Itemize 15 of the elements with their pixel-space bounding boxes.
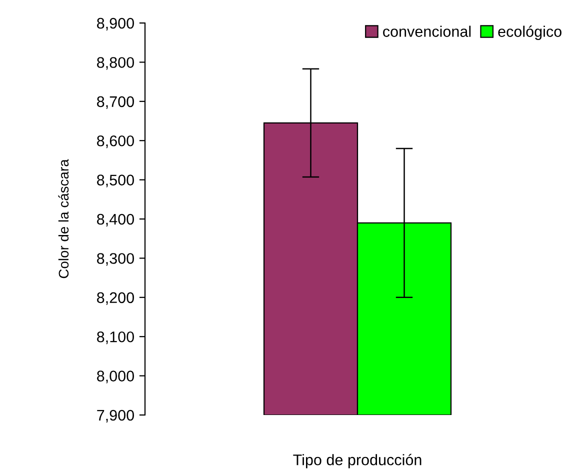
y-tick-label: 8,000 — [97, 370, 134, 384]
y-tick-label: 8,700 — [97, 96, 134, 109]
y-tick-label: 8,100 — [97, 331, 134, 344]
legend-label: convencional — [383, 26, 471, 37]
y-axis-title: Color de la cáscara — [58, 159, 69, 278]
y-tick-label: 8,400 — [97, 214, 134, 226]
x-axis-title: Tipo de producción — [293, 454, 422, 468]
y-tick-label: 8,300 — [97, 253, 134, 266]
y-tick-label: 8,200 — [97, 292, 134, 305]
legend-label: ecológico — [498, 26, 562, 40]
y-tick-label: 8,500 — [97, 174, 134, 188]
y-tick-label: 8,800 — [97, 57, 134, 70]
y-tick-label: 8,900 — [97, 18, 134, 30]
y-tick-label: 8,600 — [97, 135, 134, 148]
y-tick-label: 7,900 — [97, 410, 134, 422]
